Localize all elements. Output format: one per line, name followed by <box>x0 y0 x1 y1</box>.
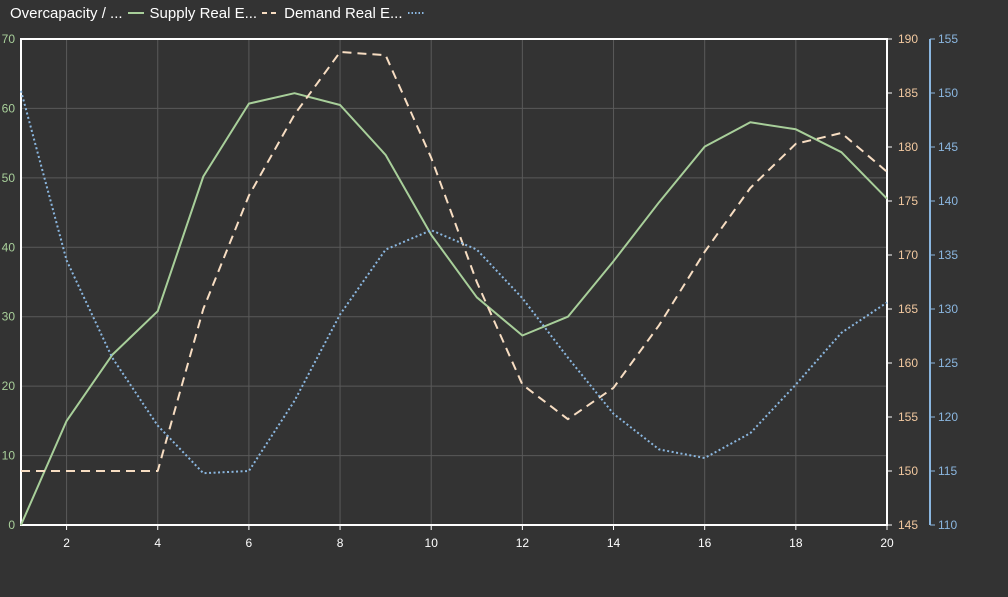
series-line-dotted <box>20 90 888 475</box>
x-tick-label: 14 <box>607 536 621 550</box>
y-right1-tick-label: 170 <box>898 248 918 262</box>
y-right1-tick-label: 160 <box>898 356 918 370</box>
x-tick-label: 4 <box>154 536 161 550</box>
y-left-tick-label: 0 <box>8 518 15 532</box>
y-right1-tick-label: 165 <box>898 302 918 316</box>
x-tick-label: 20 <box>880 536 894 550</box>
x-tick-label: 10 <box>425 536 439 550</box>
y-right1-tick-label: 150 <box>898 464 918 478</box>
x-tick-label: 8 <box>337 536 344 550</box>
y-left-tick-label: 50 <box>2 171 16 185</box>
legend-label-supply: Supply Real E... <box>149 4 258 22</box>
y-left-tick-label: 20 <box>2 379 16 393</box>
y-right1-tick-label: 185 <box>898 86 918 100</box>
y-right2-tick-label: 110 <box>938 518 957 532</box>
series-line-solid <box>20 92 888 526</box>
x-tick-label: 6 <box>246 536 253 550</box>
legend-label-overcapacity: Overcapacity / ... <box>10 4 123 22</box>
legend-item-demand: Demand Real E... <box>284 5 429 22</box>
y-right2-tick-label: 145 <box>938 140 958 154</box>
y-left-tick-label: 10 <box>2 449 16 463</box>
y-right2-tick-label: 125 <box>938 356 958 370</box>
x-tick-label: 12 <box>516 536 530 550</box>
plot-frame <box>20 38 888 526</box>
series-line-dashed <box>21 51 888 472</box>
y-left-tick-label: 70 <box>2 32 16 46</box>
y-left-tick-label: 30 <box>2 310 16 324</box>
legend-swatch-dotted <box>407 12 424 14</box>
y-right2-tick-label: 115 <box>938 464 957 478</box>
y-right1-tick-label: 190 <box>898 32 918 46</box>
y-right1-tick-label: 145 <box>898 518 918 532</box>
legend-item-overcapacity: Overcapacity / ... <box>10 5 150 22</box>
y-right2-tick-label: 150 <box>938 86 958 100</box>
x-tick-label: 18 <box>789 536 803 550</box>
x-tick-label: 2 <box>63 536 70 550</box>
y-right1-tick-label: 155 <box>898 410 918 424</box>
y-right1-tick-label: 175 <box>898 194 918 208</box>
legend-swatch-dashed <box>262 12 279 14</box>
y-right2-tick-label: 130 <box>938 302 958 316</box>
y-right1-tick-label: 180 <box>898 140 918 154</box>
legend-swatch-solid <box>127 12 144 14</box>
y-right2-tick-label: 140 <box>938 194 958 208</box>
y-left-tick-label: 40 <box>2 240 16 254</box>
legend-label-demand: Demand Real E... <box>284 4 403 22</box>
legend-item-supply: Supply Real E... <box>150 5 285 22</box>
y-right2-tick-label: 155 <box>938 32 958 46</box>
chart-legend: Overcapacity / ... Supply Real E... Dema… <box>10 3 430 23</box>
y-right2-tick-label: 135 <box>938 248 958 262</box>
y-left-tick-label: 60 <box>2 101 16 115</box>
y-right2-tick-label: 120 <box>938 410 958 424</box>
x-tick-label: 16 <box>698 536 712 550</box>
